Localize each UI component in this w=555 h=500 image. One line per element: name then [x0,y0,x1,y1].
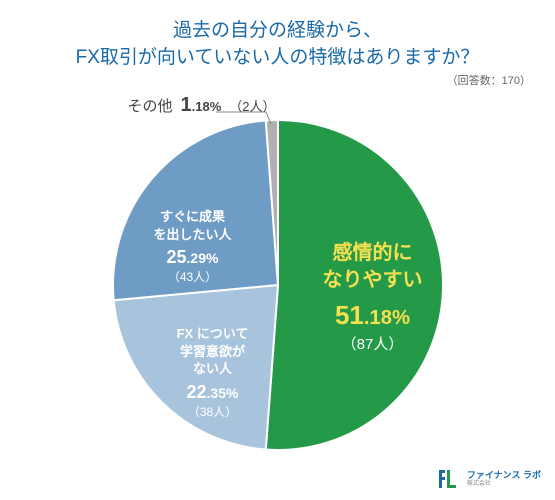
pie-chart: 感情的に なりやすい 51.18% （87人） FX について 学習意欲が ない… [98,90,458,450]
slice-label-3: その他 1.18% （2人） [128,94,276,117]
respondent-count: （回答数：170） [447,72,531,88]
pie-slice [113,285,277,450]
logo-text: ファイナンス ラボ 株式会社 [467,471,541,487]
title-line2: FX取引が向いていない人の特徴はありますか？ [76,47,480,68]
title-line1: 過去の自分の経験から、 [173,20,382,41]
logo-icon [437,468,463,490]
pie-slice [113,120,278,300]
brand-logo: ファイナンス ラボ 株式会社 [437,468,541,490]
pie-svg [98,90,458,480]
chart-title: 過去の自分の経験から、 FX取引が向いていない人の特徴はありますか？ [0,0,555,71]
pie-slice [265,120,442,450]
